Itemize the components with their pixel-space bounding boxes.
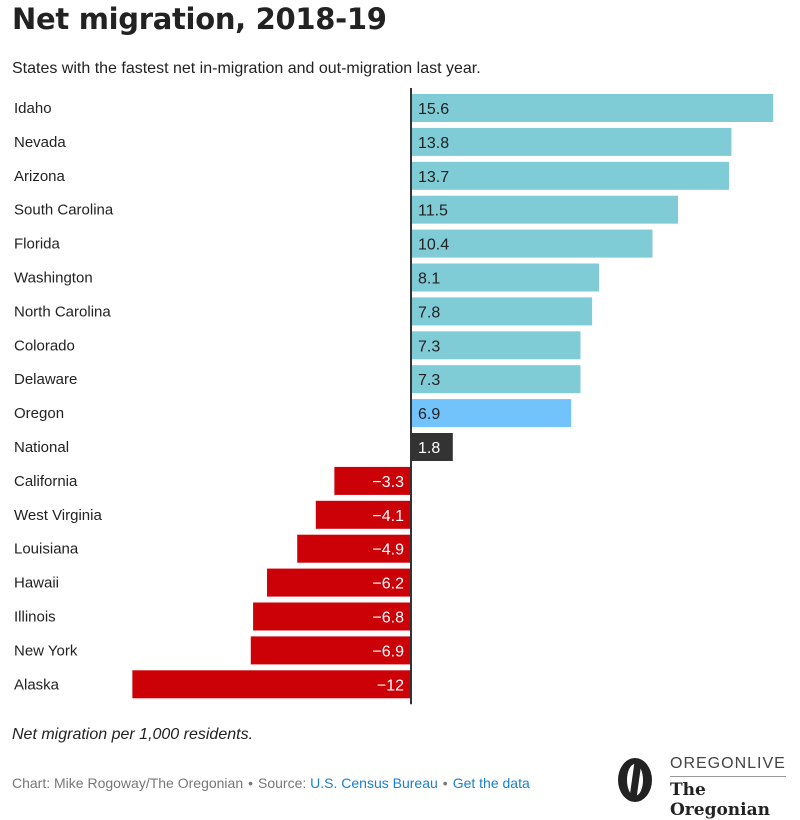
category-label: Illinois <box>14 609 56 626</box>
bar <box>250 636 411 665</box>
bar <box>411 229 653 258</box>
separator: • <box>442 775 448 791</box>
logo-oregonlive: OREGONLIVE <box>670 755 786 772</box>
credit-text: Chart: Mike Rogoway/The Oregonian <box>12 775 244 791</box>
data-label: 1.8 <box>418 440 440 457</box>
category-label: North Carolina <box>14 303 111 320</box>
separator: • <box>248 775 254 791</box>
data-label: 15.6 <box>418 101 449 118</box>
bar <box>132 670 412 699</box>
bar <box>411 331 581 360</box>
footer-credits: Chart: Mike Rogoway/The Oregonian • Source… <box>12 775 530 791</box>
bar <box>411 127 732 156</box>
bar <box>267 568 411 597</box>
logo-divider <box>670 776 786 777</box>
chart-subtitle: States with the fastest net in-migration… <box>12 60 481 77</box>
category-label: West Virginia <box>14 507 102 524</box>
data-label: −4.9 <box>372 542 404 559</box>
data-label: −6.9 <box>372 643 404 660</box>
data-label: 7.3 <box>418 372 440 389</box>
data-label: 8.1 <box>418 271 440 288</box>
units-note: Net migration per 1,000 residents. <box>12 726 254 743</box>
source-label: Source: <box>258 775 307 791</box>
bar <box>334 466 411 495</box>
data-label: 7.3 <box>418 338 440 355</box>
bar-chart: Idaho 15.6 Nevada 13.8 Arizona 13.7 South Caro… <box>14 88 774 705</box>
bar <box>411 195 679 224</box>
bar <box>411 263 600 292</box>
data-label: 6.9 <box>418 406 440 423</box>
chart-title: Net migration, 2018-19 <box>12 2 387 36</box>
data-label: −12 <box>377 677 404 694</box>
bar <box>411 399 572 428</box>
category-label: Arizona <box>14 168 66 185</box>
data-label: −4.1 <box>372 508 404 525</box>
category-label: Washington <box>14 270 93 287</box>
logo-the-oregonian: The Oregonian <box>670 780 770 820</box>
category-label: Nevada <box>14 134 66 151</box>
data-label: −3.3 <box>372 474 404 491</box>
bar <box>315 500 411 529</box>
bar <box>411 297 593 326</box>
bar <box>411 365 581 394</box>
category-label: Florida <box>14 236 61 253</box>
data-label: 13.8 <box>418 135 449 152</box>
category-label: Delaware <box>14 371 77 388</box>
source-link[interactable]: U.S. Census Bureau <box>310 775 438 791</box>
category-label: Idaho <box>14 100 52 117</box>
data-label: 11.5 <box>418 203 448 220</box>
data-label: 13.7 <box>418 169 449 186</box>
bar <box>411 161 730 190</box>
bar <box>253 602 411 631</box>
data-label: −6.8 <box>372 610 404 627</box>
data-label: 10.4 <box>418 237 449 254</box>
bar <box>297 534 411 563</box>
category-label: Oregon <box>14 405 64 422</box>
bar <box>411 433 453 461</box>
category-label: Colorado <box>14 337 75 354</box>
category-label: Hawaii <box>14 575 59 592</box>
oregonian-logo[interactable]: OREGONLIVE The Oregonian <box>612 755 788 820</box>
oregonian-o-icon <box>618 758 652 802</box>
category-label: Alaska <box>14 676 60 693</box>
category-label: South Carolina <box>14 202 114 219</box>
category-label: National <box>14 439 69 456</box>
data-label: −6.2 <box>372 576 404 593</box>
category-label: New York <box>14 642 78 659</box>
category-label: California <box>14 473 78 490</box>
data-label: 7.8 <box>418 304 440 321</box>
category-label: Louisiana <box>14 541 79 558</box>
get-data-link[interactable]: Get the data <box>452 775 530 791</box>
bar <box>411 94 774 122</box>
